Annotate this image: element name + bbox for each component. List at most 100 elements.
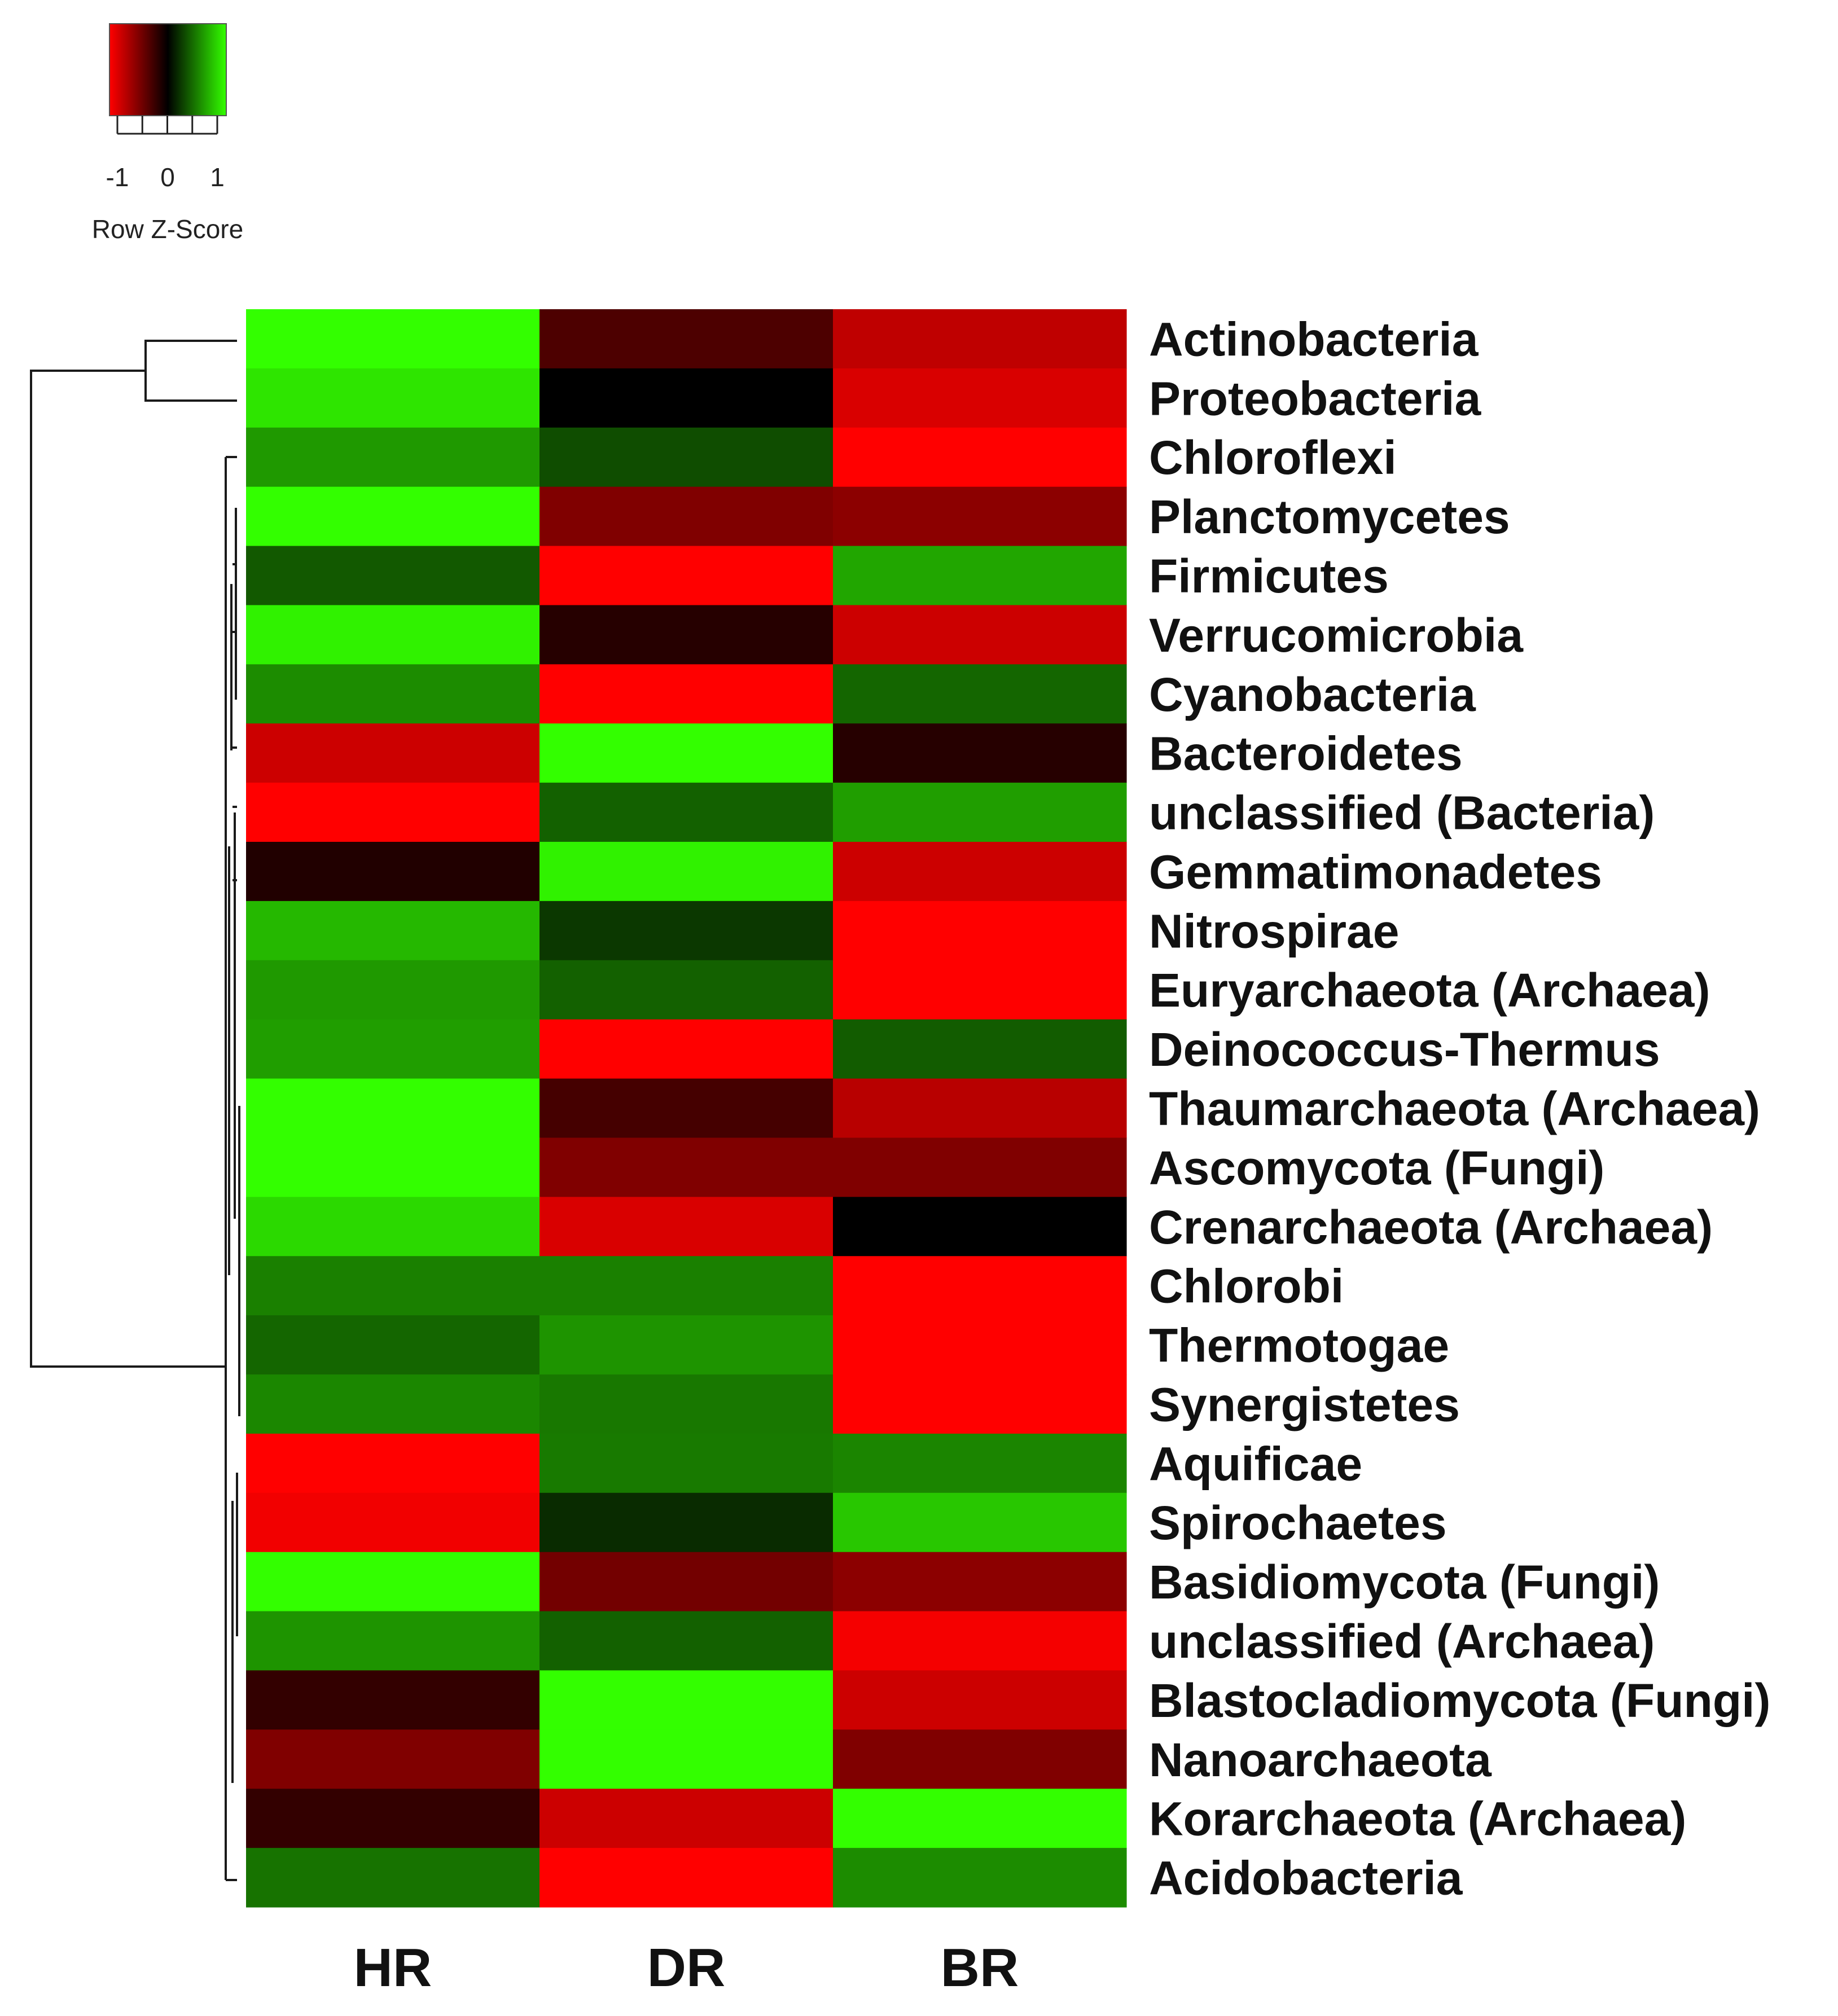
- row-label: Chloroflexi: [1149, 431, 1397, 484]
- heatmap-cell: [833, 1078, 1127, 1139]
- row-label: Crenarchaeota (Archaea): [1149, 1201, 1713, 1254]
- row-labels: Actinobacteria Proteobacteria Chloroflexi P…: [1149, 313, 1770, 1904]
- heatmap-cell: [833, 368, 1127, 428]
- heatmap-cell: [246, 1848, 540, 1908]
- heatmap-cell: [246, 1256, 540, 1316]
- heatmap-cell: [246, 664, 540, 724]
- heatmap-cell: [539, 1137, 834, 1197]
- heatmap-cell: [539, 427, 834, 487]
- column-label: DR: [647, 1938, 726, 1998]
- heatmap-cell: [833, 546, 1127, 606]
- heatmap-cell: [246, 783, 540, 842]
- heatmap-cell: [246, 1374, 540, 1434]
- heatmap-cell: [539, 605, 834, 665]
- heatmap-cell: [833, 1789, 1127, 1848]
- heatmap-cell: [833, 427, 1127, 487]
- row-label: Proteobacteria: [1149, 372, 1481, 425]
- column-labels: HR DR BR: [354, 1938, 1019, 1998]
- row-label: Bacteroidetes: [1149, 727, 1463, 780]
- heatmap-cell: [833, 1137, 1127, 1197]
- heatmap-cell: [246, 1078, 540, 1139]
- heatmap-cell: [833, 723, 1127, 783]
- heatmap-cell: [833, 1492, 1127, 1553]
- row-label: Euryarchaeota (Archaea): [1149, 964, 1710, 1017]
- row-label: Firmicutes: [1149, 550, 1389, 603]
- heatmap-cell: [246, 1729, 540, 1789]
- heatmap-cell: [539, 1315, 834, 1375]
- heatmap-cell: [246, 546, 540, 606]
- heatmap-cells: [246, 309, 1127, 1908]
- heatmap-cell: [539, 309, 834, 369]
- heatmap-cell: [246, 1670, 540, 1730]
- heatmap-cell: [539, 1611, 834, 1671]
- heatmap-cell: [246, 1197, 540, 1257]
- row-dendrogram: [30, 340, 240, 1881]
- heatmap-cell: [246, 605, 540, 665]
- row-label: Planctomycetes: [1149, 490, 1510, 543]
- heatmap-cell: [539, 901, 834, 961]
- color-key-tick-label-max: 1: [210, 162, 225, 192]
- row-label: Ascomycota (Fungi): [1149, 1141, 1604, 1194]
- row-label: Korarchaeota (Archaea): [1149, 1793, 1686, 1846]
- column-label: HR: [354, 1938, 432, 1998]
- heatmap-cell: [539, 1729, 834, 1789]
- heatmap-cell: [833, 1374, 1127, 1434]
- heatmap-cell: [833, 664, 1127, 724]
- heatmap-cell: [246, 723, 540, 783]
- heatmap-cell: [246, 368, 540, 428]
- heatmap-cell: [246, 901, 540, 961]
- color-key: -1 0 1 Row Z-Score: [92, 23, 243, 244]
- row-label: Actinobacteria: [1149, 313, 1479, 366]
- heatmap-cell: [539, 368, 834, 428]
- heatmap-cell: [833, 605, 1127, 665]
- heatmap-cell: [539, 1670, 834, 1730]
- color-key-ticks: [116, 116, 218, 135]
- row-label: Acidobacteria: [1149, 1852, 1463, 1905]
- heatmap-cell: [539, 1197, 834, 1257]
- color-key-tick-label-mid: 0: [160, 162, 175, 192]
- heatmap-cell: [833, 309, 1127, 369]
- heatmap-cell: [246, 842, 540, 902]
- heatmap-cell: [833, 783, 1127, 842]
- heatmap-cell: [246, 1492, 540, 1553]
- heatmap-cell: [539, 664, 834, 724]
- heatmap-cell: [246, 427, 540, 487]
- row-label: Spirochaetes: [1149, 1496, 1447, 1549]
- color-key-tick-label-min: -1: [106, 162, 129, 192]
- row-label: Cyanobacteria: [1149, 668, 1476, 721]
- row-label: Basidiomycota (Fungi): [1149, 1556, 1660, 1609]
- heatmap-cell: [246, 1019, 540, 1079]
- row-label: unclassified (Archaea): [1149, 1615, 1655, 1668]
- heatmap-cell: [246, 1433, 540, 1494]
- row-label: Synergistetes: [1149, 1378, 1460, 1431]
- heatmap-cell: [833, 960, 1127, 1020]
- heatmap-cell: [833, 1611, 1127, 1671]
- heatmap-cell: [833, 901, 1127, 961]
- heatmap-cell: [539, 783, 834, 842]
- heatmap-cell: [833, 1670, 1127, 1730]
- row-label: Aquificae: [1149, 1437, 1362, 1490]
- heatmap-cell: [539, 1552, 834, 1612]
- row-label: Thaumarchaeota (Archaea): [1149, 1082, 1760, 1135]
- heatmap-cell: [833, 1433, 1127, 1494]
- color-key-gradient: [109, 23, 227, 116]
- heatmap-cell: [539, 1078, 834, 1139]
- heatmap-cell: [246, 1789, 540, 1848]
- heatmap-cell: [833, 1729, 1127, 1789]
- heatmap-cell: [833, 842, 1127, 902]
- row-label: Nanoarchaeota: [1149, 1733, 1492, 1786]
- heatmap-cell: [833, 1019, 1127, 1079]
- color-key-title: Row Z-Score: [92, 214, 243, 244]
- column-label: BR: [941, 1938, 1019, 1998]
- heatmap-cell: [833, 1848, 1127, 1908]
- heatmap-cell: [539, 546, 834, 606]
- heatmap-cell: [539, 1492, 834, 1553]
- heatmap-cell: [833, 1552, 1127, 1612]
- heatmap-cell: [539, 842, 834, 902]
- row-label: Blastocladiomycota (Fungi): [1149, 1674, 1770, 1727]
- heatmap-cell: [833, 1197, 1127, 1257]
- row-label: Verrucomicrobia: [1149, 609, 1524, 662]
- heatmap-cell: [246, 1552, 540, 1612]
- heatmap-cell: [246, 960, 540, 1020]
